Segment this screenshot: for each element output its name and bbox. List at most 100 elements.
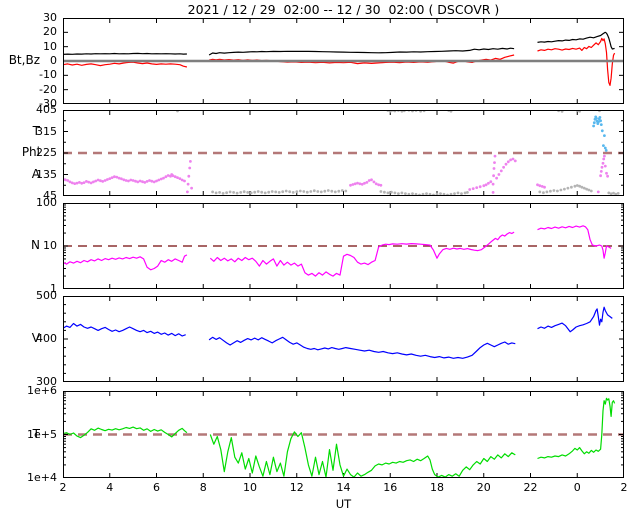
series-A-point — [379, 183, 383, 187]
series-A-point — [471, 187, 475, 190]
series-Phi-point — [589, 189, 593, 193]
series-A-point — [85, 180, 88, 183]
panel-speed-plot — [63, 296, 624, 382]
x-tick-label: 18 — [430, 481, 444, 494]
x-tick-label: 6 — [153, 481, 160, 494]
series-A-point — [131, 179, 135, 182]
y-tick-label: -10 — [39, 68, 57, 82]
series-Phi-point — [270, 190, 274, 193]
series-Phi-point — [221, 192, 225, 195]
series-A-point — [120, 177, 123, 181]
series-Phi-point — [302, 190, 306, 193]
y-tick-label: 315 — [36, 124, 57, 138]
series-Bz — [208, 54, 515, 65]
series-A-point — [110, 176, 114, 179]
series-Phi-point — [552, 189, 556, 192]
x-tick-label: 8 — [199, 481, 207, 494]
series-A-point — [499, 169, 503, 173]
series-A-point — [543, 185, 546, 189]
series-A-point — [606, 174, 609, 178]
series-Phi-point — [411, 192, 414, 195]
chart-title: 2021 / 12 / 29 02:00 -- 12 / 30 02:00 ( … — [187, 2, 500, 17]
series-A-point — [351, 183, 355, 186]
x-tick-label: 16 — [383, 481, 398, 494]
series-Phi-point — [214, 191, 218, 195]
series-Phi-point — [383, 190, 386, 194]
series-A-point — [377, 183, 380, 187]
y-tick-label: 10 — [43, 39, 57, 53]
series-A-point — [475, 186, 479, 189]
x-tick-label: 14 — [336, 481, 351, 494]
y-tick-label: 1e+5 — [27, 427, 57, 441]
series-A-point — [600, 165, 604, 169]
x-axis-label: UT — [335, 497, 352, 511]
series-Phi-point — [570, 185, 573, 189]
series-A-point — [148, 179, 151, 182]
series-A-point — [173, 175, 177, 179]
series-Phi-point — [249, 191, 253, 195]
y-tick-label: 135 — [36, 167, 57, 181]
series-A-point — [599, 174, 602, 178]
series-A-point — [511, 157, 515, 161]
series-Phi-point — [232, 191, 236, 194]
series-T-angle-point — [598, 116, 602, 119]
series-Phi-point — [439, 192, 442, 195]
series-Phi-point — [425, 192, 428, 195]
series-Bt — [63, 52, 187, 55]
panel-ylabel-a: A — [31, 166, 40, 181]
series-A-point — [129, 178, 133, 182]
y-tick-label: 20 — [43, 25, 57, 39]
series-Phi-point — [463, 191, 467, 195]
x-tick-label: 20 — [476, 481, 491, 494]
series-A-point — [603, 154, 606, 158]
series-T-angle-point — [592, 124, 595, 128]
series-A-point — [141, 180, 144, 184]
series-Phi-point — [340, 189, 344, 192]
series-A-point — [489, 180, 493, 184]
series-Phi-point — [337, 189, 341, 193]
series-Phi-point — [330, 189, 334, 193]
series-Phi-point — [397, 192, 400, 195]
series-V — [537, 306, 613, 333]
series-Phi-point — [295, 190, 299, 194]
series-Phi-point — [460, 192, 463, 195]
series-A-point — [113, 175, 116, 179]
series-A-point — [492, 167, 496, 170]
series-Phi-point — [242, 190, 246, 194]
series-T-angle-point — [603, 134, 606, 137]
y-tick-label: 1e+6 — [27, 384, 57, 397]
series-A-point — [75, 181, 79, 185]
series-Phi-point — [386, 191, 390, 195]
series-Phi-point — [288, 190, 292, 194]
series-A-point — [186, 190, 189, 194]
series-V — [208, 336, 516, 359]
series-Phi-point — [538, 190, 542, 194]
series-Phi-point — [305, 190, 309, 194]
series-A-point — [370, 178, 373, 182]
series-Phi-point — [309, 190, 313, 193]
series-Phi-point — [400, 191, 404, 195]
series-A-point — [188, 166, 192, 170]
series-N — [209, 231, 515, 277]
series-Phi-point — [326, 189, 330, 192]
series-T — [209, 431, 516, 478]
series-A-point — [180, 178, 184, 182]
series-N — [63, 254, 188, 271]
series-A-point — [164, 175, 168, 179]
series-Phi-point — [253, 190, 257, 194]
series-A-point — [159, 177, 163, 181]
series-T-angle-point — [602, 144, 605, 147]
series-Phi-point — [316, 190, 320, 193]
panel-frame — [63, 391, 624, 478]
panel-frame — [63, 296, 624, 382]
series-A-point — [492, 174, 495, 178]
series-A-point — [73, 182, 77, 185]
series-Phi-point — [319, 190, 323, 194]
series-T-angle-point — [599, 119, 602, 123]
panel-ylabel-btbz: Bt,Bz — [8, 53, 40, 67]
series-Phi-point — [578, 184, 581, 188]
series-A-point — [171, 174, 175, 178]
series-Phi-point — [559, 188, 563, 192]
series-T-angle-point — [604, 149, 608, 152]
series-Phi-point — [284, 189, 288, 193]
